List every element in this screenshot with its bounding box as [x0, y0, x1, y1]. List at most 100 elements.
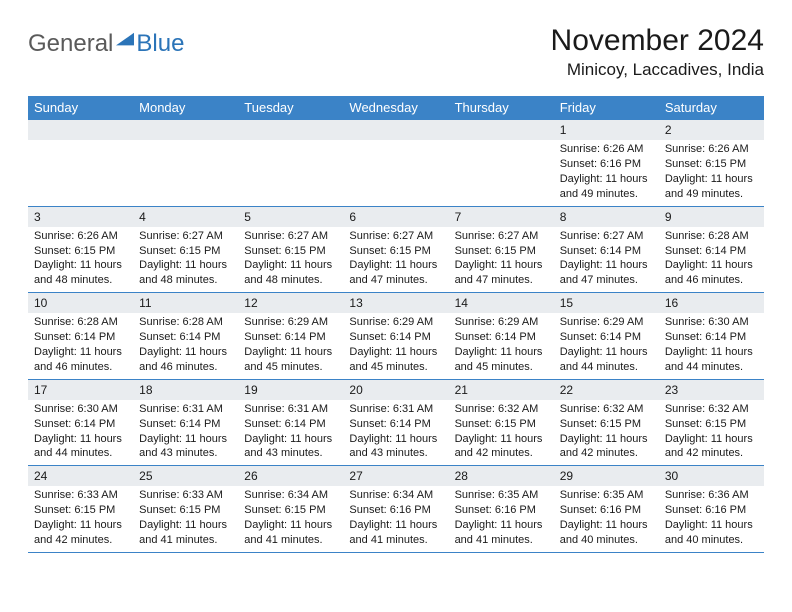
- day-data: Sunrise: 6:29 AMSunset: 6:14 PMDaylight:…: [343, 313, 448, 378]
- day-daylight: Daylight: 11 hours and 42 minutes.: [560, 432, 653, 462]
- day-number: 11: [133, 293, 238, 313]
- day-sunset: Sunset: 6:15 PM: [455, 417, 548, 432]
- calendar-day-cell: 16Sunrise: 6:30 AMSunset: 6:14 PMDayligh…: [659, 293, 764, 380]
- day-sunset: Sunset: 6:15 PM: [349, 244, 442, 259]
- day-sunrise: Sunrise: 6:28 AM: [139, 315, 232, 330]
- day-sunrise: Sunrise: 6:32 AM: [455, 402, 548, 417]
- day-number: [343, 120, 448, 140]
- calendar-day-cell: 23Sunrise: 6:32 AMSunset: 6:15 PMDayligh…: [659, 379, 764, 466]
- calendar-head: SundayMondayTuesdayWednesdayThursdayFrid…: [28, 96, 764, 120]
- day-data: Sunrise: 6:34 AMSunset: 6:15 PMDaylight:…: [238, 486, 343, 551]
- day-sunset: Sunset: 6:15 PM: [139, 244, 232, 259]
- day-daylight: Daylight: 11 hours and 45 minutes.: [349, 345, 442, 375]
- weekday-header: Monday: [133, 96, 238, 120]
- day-sunset: Sunset: 6:15 PM: [139, 503, 232, 518]
- month-title: November 2024: [551, 24, 764, 58]
- calendar-day-cell: 4 Sunrise: 6:27 AMSunset: 6:15 PMDaylight…: [133, 206, 238, 293]
- calendar-week-row: 1Sunrise: 6:26 AMSunset: 6:16 PMDaylight…: [28, 120, 764, 207]
- day-daylight: Daylight: 11 hours and 47 minutes.: [455, 258, 548, 288]
- day-number: 13: [343, 293, 448, 313]
- calendar-week-row: 24Sunrise: 6:33 AMSunset: 6:15 PMDayligh…: [28, 466, 764, 553]
- day-sunrise: Sunrise: 6:31 AM: [349, 402, 442, 417]
- day-number: 3: [28, 207, 133, 227]
- day-sunset: Sunset: 6:15 PM: [665, 157, 758, 172]
- day-sunrise: Sunrise: 6:36 AM: [665, 488, 758, 503]
- calendar-table: SundayMondayTuesdayWednesdayThursdayFrid…: [28, 96, 764, 553]
- day-sunrise: Sunrise: 6:35 AM: [455, 488, 548, 503]
- day-number: 2: [659, 120, 764, 140]
- calendar-day-cell: [133, 120, 238, 207]
- day-sunset: Sunset: 6:14 PM: [349, 330, 442, 345]
- day-daylight: Daylight: 11 hours and 44 minutes.: [560, 345, 653, 375]
- day-number: 27: [343, 466, 448, 486]
- day-sunset: Sunset: 6:15 PM: [665, 417, 758, 432]
- day-data: Sunrise: 6:32 AMSunset: 6:15 PMDaylight:…: [449, 400, 554, 465]
- day-number: 19: [238, 380, 343, 400]
- day-daylight: Daylight: 11 hours and 48 minutes.: [139, 258, 232, 288]
- day-data: Sunrise: 6:33 AMSunset: 6:15 PMDaylight:…: [28, 486, 133, 551]
- day-daylight: Daylight: 11 hours and 47 minutes.: [560, 258, 653, 288]
- day-sunset: Sunset: 6:15 PM: [244, 503, 337, 518]
- day-sunset: Sunset: 6:14 PM: [455, 330, 548, 345]
- day-daylight: Daylight: 11 hours and 46 minutes.: [139, 345, 232, 375]
- day-sunrise: Sunrise: 6:27 AM: [139, 229, 232, 244]
- day-number: 24: [28, 466, 133, 486]
- day-daylight: Daylight: 11 hours and 43 minutes.: [244, 432, 337, 462]
- calendar-day-cell: 24Sunrise: 6:33 AMSunset: 6:15 PMDayligh…: [28, 466, 133, 553]
- day-number: [238, 120, 343, 140]
- day-data: Sunrise: 6:27 AMSunset: 6:15 PMDaylight:…: [238, 227, 343, 292]
- day-sunrise: Sunrise: 6:33 AM: [34, 488, 127, 503]
- calendar-week-row: 3Sunrise: 6:26 AMSunset: 6:15 PMDaylight…: [28, 206, 764, 293]
- day-daylight: Daylight: 11 hours and 45 minutes.: [244, 345, 337, 375]
- day-daylight: Daylight: 11 hours and 40 minutes.: [560, 518, 653, 548]
- calendar-day-cell: 20Sunrise: 6:31 AMSunset: 6:14 PMDayligh…: [343, 379, 448, 466]
- day-sunset: Sunset: 6:14 PM: [34, 330, 127, 345]
- calendar-day-cell: 3Sunrise: 6:26 AMSunset: 6:15 PMDaylight…: [28, 206, 133, 293]
- day-number: 28: [449, 466, 554, 486]
- day-number: 26: [238, 466, 343, 486]
- day-sunrise: Sunrise: 6:26 AM: [560, 142, 653, 157]
- day-daylight: Daylight: 11 hours and 49 minutes.: [665, 172, 758, 202]
- weekday-header: Wednesday: [343, 96, 448, 120]
- day-sunrise: Sunrise: 6:32 AM: [665, 402, 758, 417]
- calendar-day-cell: 18Sunrise: 6:31 AMSunset: 6:14 PMDayligh…: [133, 379, 238, 466]
- calendar-day-cell: 13Sunrise: 6:29 AMSunset: 6:14 PMDayligh…: [343, 293, 448, 380]
- calendar-day-cell: 8Sunrise: 6:27 AMSunset: 6:14 PMDaylight…: [554, 206, 659, 293]
- day-sunrise: Sunrise: 6:27 AM: [349, 229, 442, 244]
- day-number: 17: [28, 380, 133, 400]
- day-data: Sunrise: 6:34 AMSunset: 6:16 PMDaylight:…: [343, 486, 448, 551]
- day-sunset: Sunset: 6:14 PM: [244, 330, 337, 345]
- day-number: 14: [449, 293, 554, 313]
- calendar-day-cell: 27Sunrise: 6:34 AMSunset: 6:16 PMDayligh…: [343, 466, 448, 553]
- day-data: Sunrise: 6:29 AMSunset: 6:14 PMDaylight:…: [449, 313, 554, 378]
- day-data: Sunrise: 6:33 AMSunset: 6:15 PMDaylight:…: [133, 486, 238, 551]
- day-data: Sunrise: 6:36 AMSunset: 6:16 PMDaylight:…: [659, 486, 764, 551]
- calendar-day-cell: 6Sunrise: 6:27 AMSunset: 6:15 PMDaylight…: [343, 206, 448, 293]
- logo-triangle-icon: [116, 31, 134, 49]
- day-daylight: Daylight: 11 hours and 41 minutes.: [455, 518, 548, 548]
- calendar-week-row: 10Sunrise: 6:28 AMSunset: 6:14 PMDayligh…: [28, 293, 764, 380]
- day-data: Sunrise: 6:28 AMSunset: 6:14 PMDaylight:…: [133, 313, 238, 378]
- day-number: 22: [554, 380, 659, 400]
- day-sunset: Sunset: 6:16 PM: [560, 157, 653, 172]
- day-number: 25: [133, 466, 238, 486]
- day-sunrise: Sunrise: 6:26 AM: [665, 142, 758, 157]
- day-data: Sunrise: 6:26 AMSunset: 6:16 PMDaylight:…: [554, 140, 659, 205]
- day-data: Sunrise: 6:29 AMSunset: 6:14 PMDaylight:…: [238, 313, 343, 378]
- calendar-week-row: 17Sunrise: 6:30 AMSunset: 6:14 PMDayligh…: [28, 379, 764, 466]
- calendar-day-cell: 25Sunrise: 6:33 AMSunset: 6:15 PMDayligh…: [133, 466, 238, 553]
- day-sunset: Sunset: 6:16 PM: [665, 503, 758, 518]
- day-number: 4: [133, 207, 238, 227]
- day-sunrise: Sunrise: 6:27 AM: [244, 229, 337, 244]
- day-sunrise: Sunrise: 6:29 AM: [349, 315, 442, 330]
- day-number: 8: [554, 207, 659, 227]
- day-sunset: Sunset: 6:15 PM: [244, 244, 337, 259]
- calendar-day-cell: 11Sunrise: 6:28 AMSunset: 6:14 PMDayligh…: [133, 293, 238, 380]
- day-sunset: Sunset: 6:14 PM: [560, 330, 653, 345]
- calendar-day-cell: 28Sunrise: 6:35 AMSunset: 6:16 PMDayligh…: [449, 466, 554, 553]
- calendar-day-cell: 2 Sunrise: 6:26 AMSunset: 6:15 PMDaylight…: [659, 120, 764, 207]
- day-data: Sunrise: 6:27 AMSunset: 6:15 PMDaylight:…: [449, 227, 554, 292]
- day-daylight: Daylight: 11 hours and 48 minutes.: [34, 258, 127, 288]
- page-header: General Blue November 2024 Minicoy, Lacc…: [28, 24, 764, 80]
- day-sunrise: Sunrise: 6:35 AM: [560, 488, 653, 503]
